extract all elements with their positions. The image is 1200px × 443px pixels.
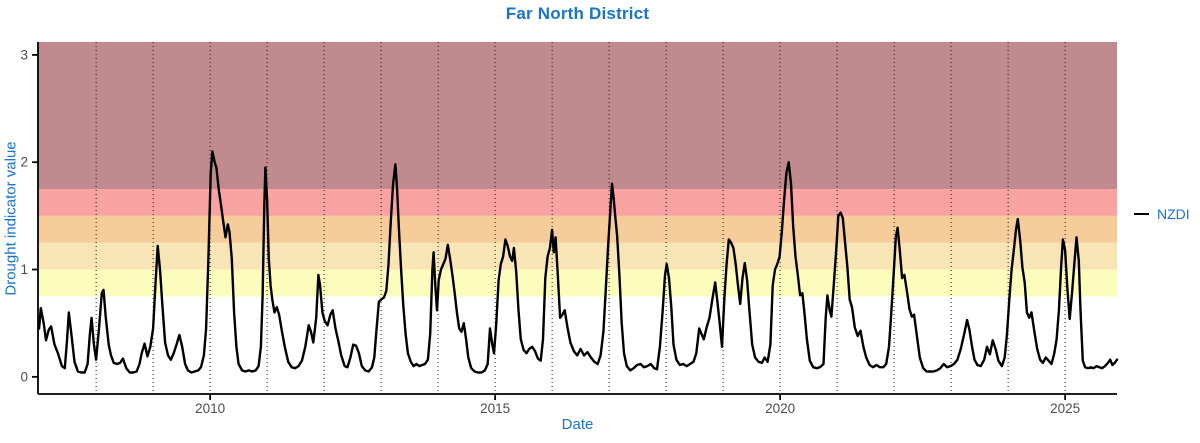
threshold-band [38,269,1117,297]
x-axis-title: Date [561,416,594,433]
y-tick-label: 2 [20,155,28,170]
threshold-band [38,215,1117,243]
legend: NZDI [1134,206,1190,222]
y-tick-label: 3 [20,47,28,62]
threshold-band [38,42,1117,190]
y-tick-label: 0 [20,369,28,384]
threshold-band [38,242,1117,270]
threshold-band [38,189,1117,216]
legend-label: NZDI [1157,206,1190,222]
x-tick-label: 2025 [1050,401,1080,416]
legend-line-swatch [1134,212,1149,216]
y-tick-label: 1 [20,262,28,277]
chart-title: Far North District [505,4,650,23]
x-tick-label: 2010 [195,401,225,416]
x-tick-label: 2020 [765,401,795,416]
x-tick-label: 2015 [480,401,510,416]
nzdi-series-line [37,150,1119,374]
